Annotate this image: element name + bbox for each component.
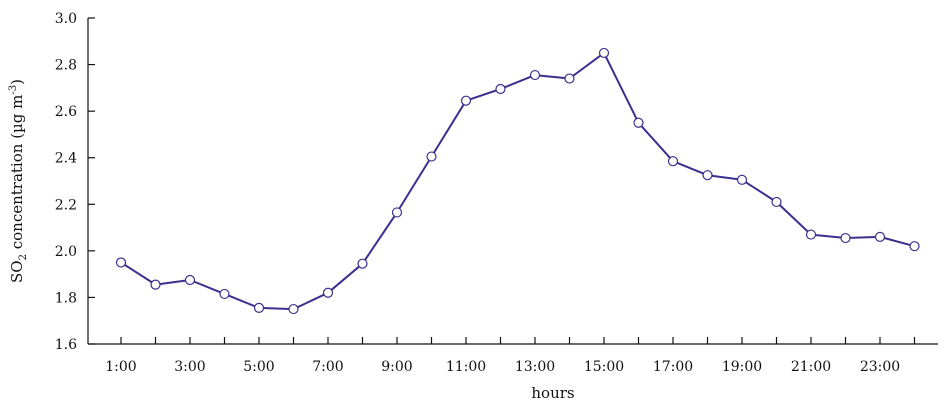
data-point [874,231,886,242]
axes: 1.6 1.8 2.0 2.2 2.4 2.6 2.8 3.0 1:00 3:00 5:00 7:0… [55,11,938,375]
data-point [115,257,127,268]
y-axis-title: SO2 concentration (µg m-3) [8,79,29,283]
data-point [219,288,230,300]
x-tick-label: 7:00 [312,359,343,375]
data-point [909,241,920,252]
x-tick-label: 1:00 [105,359,136,375]
x-tick-label: 13:00 [515,359,555,375]
data-point [322,287,334,298]
x-tick-label: 11:00 [446,359,486,375]
y-tick-label: 3.0 [55,11,77,27]
data-point [184,274,196,286]
data-point [288,303,299,315]
y-tick-label: 2.2 [55,197,77,213]
y-title-superscript: -3 [8,85,19,95]
x-tick-label: 5:00 [243,359,274,375]
x-tick-label: 19:00 [722,359,762,375]
x-tick-label: 21:00 [791,359,831,375]
data-point [150,279,161,290]
data-point [529,69,541,81]
x-tick-label: 3:00 [174,359,205,375]
y-tick-label: 2.4 [55,151,77,167]
data-point [805,229,817,240]
data-point [702,170,713,181]
y-tick-label: 1.8 [55,290,77,306]
data-point [633,117,644,128]
data-point [564,73,575,84]
y-title-middle: concentration (µg m [8,95,26,254]
x-tick-label: 17:00 [653,359,693,375]
y-tick-label: 2.6 [55,104,77,120]
x-tick-label: 23:00 [860,359,900,375]
y-ticks: 1.6 1.8 2.0 2.2 2.4 2.6 2.8 3.0 [55,11,95,353]
series-line [120,51,915,311]
data-point [736,174,748,185]
data-point [771,196,782,208]
x-axis-title: hours [531,384,574,402]
y-title-suffix: ) [8,79,26,85]
y-title-subscript: 2 [18,254,29,260]
x-tick-label: 9:00 [381,359,412,375]
y-title-prefix: SO [8,260,26,283]
data-point [426,151,437,162]
data-point [253,302,265,314]
series-layer [115,47,920,315]
data-point [357,258,368,269]
x-ticks: 1:00 3:00 5:00 7:00 9:00 11:00 13:00 15:00 17:00… [105,337,916,375]
data-point [495,83,506,95]
y-tick-label: 1.6 [55,337,77,353]
data-point [460,95,472,106]
y-tick-label: 2.0 [55,244,77,260]
x-tick-label: 15:00 [584,359,624,375]
data-point [598,47,610,59]
y-tick-label: 2.8 [55,58,77,74]
data-point [667,156,679,167]
data-point [840,232,851,244]
data-point [391,207,403,218]
y-axis-title-text: SO2 concentration (µg m-3) [8,79,29,283]
